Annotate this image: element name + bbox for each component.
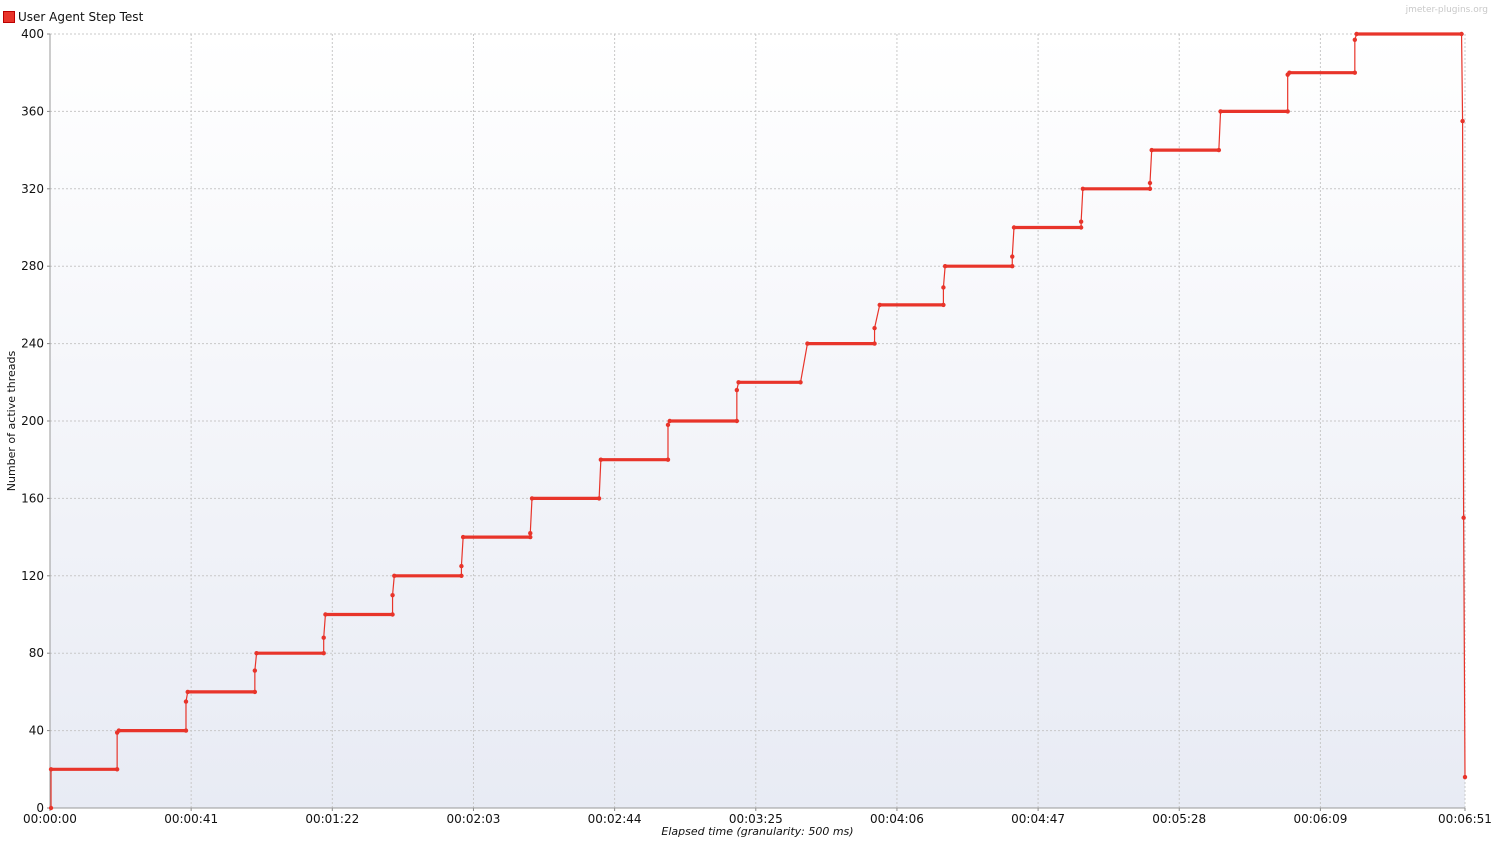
data-point bbox=[460, 534, 466, 540]
data-point bbox=[323, 612, 328, 617]
y-tick-label: 120 bbox=[21, 569, 44, 583]
data-point bbox=[1010, 264, 1015, 269]
x-tick-label: 00:04:06 bbox=[870, 812, 924, 826]
data-point bbox=[1459, 31, 1464, 37]
data-point bbox=[872, 325, 877, 331]
data-point bbox=[1354, 31, 1359, 37]
y-tick-label: 360 bbox=[21, 104, 44, 118]
x-tick-label: 00:00:41 bbox=[164, 812, 218, 826]
data-point bbox=[1078, 219, 1084, 224]
data-point bbox=[1460, 118, 1465, 124]
data-point bbox=[872, 341, 877, 346]
data-point bbox=[1011, 225, 1017, 230]
data-point bbox=[941, 302, 946, 308]
data-point bbox=[48, 805, 54, 811]
data-point bbox=[116, 728, 122, 733]
legend: User Agent Step Test bbox=[3, 10, 143, 24]
data-point bbox=[459, 563, 464, 569]
data-point bbox=[528, 531, 533, 536]
data-point bbox=[1352, 37, 1358, 43]
x-tick-label: 00:01:22 bbox=[305, 812, 359, 826]
data-point bbox=[665, 457, 671, 462]
data-point bbox=[459, 573, 464, 578]
plot-background bbox=[50, 34, 1465, 808]
legend-label: User Agent Step Test bbox=[18, 10, 144, 24]
data-point bbox=[877, 302, 882, 308]
data-point bbox=[254, 651, 259, 656]
data-point bbox=[667, 418, 672, 424]
y-axis-title: Number of active threads bbox=[5, 350, 18, 491]
y-tick-label: 200 bbox=[21, 414, 44, 428]
x-tick-label: 00:03:25 bbox=[729, 812, 783, 826]
data-point bbox=[941, 285, 946, 290]
data-point bbox=[665, 422, 671, 428]
data-point bbox=[1287, 70, 1292, 75]
data-point bbox=[1149, 147, 1154, 153]
data-point bbox=[252, 689, 258, 695]
data-point bbox=[528, 534, 533, 540]
y-tick-label: 80 bbox=[29, 646, 44, 660]
data-point bbox=[596, 496, 602, 501]
data-point bbox=[736, 380, 741, 385]
data-point bbox=[390, 592, 395, 598]
x-axis-title: Elapsed time (granularity: 500 ms) bbox=[661, 825, 853, 838]
data-point bbox=[942, 264, 948, 269]
data-point bbox=[598, 457, 604, 462]
data-point bbox=[48, 767, 54, 772]
x-tick-label: 00:02:44 bbox=[588, 812, 642, 826]
data-point bbox=[1285, 109, 1290, 114]
y-tick-label: 240 bbox=[21, 337, 44, 351]
x-tick-label: 00:04:47 bbox=[1011, 812, 1065, 826]
y-tick-label: 400 bbox=[21, 27, 44, 41]
data-point bbox=[1462, 774, 1468, 780]
y-tick-label: 280 bbox=[21, 259, 44, 273]
data-point bbox=[798, 380, 803, 385]
data-point bbox=[321, 635, 326, 640]
data-point bbox=[321, 651, 326, 656]
data-point bbox=[1078, 225, 1084, 230]
data-point bbox=[1216, 147, 1222, 153]
axes: 0 40 80 120 160 200 240 280 320 360 400 00:00:00 00:… bbox=[21, 27, 1492, 826]
y-tick-label: 160 bbox=[21, 491, 44, 505]
data-point bbox=[1461, 515, 1466, 520]
data-point bbox=[185, 689, 190, 695]
data-point bbox=[183, 728, 189, 733]
data-point bbox=[390, 612, 395, 617]
data-point bbox=[252, 668, 258, 673]
data-point bbox=[392, 573, 397, 578]
data-point bbox=[1147, 186, 1153, 191]
x-tick-label: 00:06:51 bbox=[1438, 812, 1492, 826]
watermark: jmeter-plugins.org bbox=[1405, 5, 1488, 15]
legend-swatch bbox=[3, 11, 15, 23]
data-point bbox=[1218, 109, 1223, 114]
data-point bbox=[734, 418, 740, 424]
y-tick-label: 0 bbox=[36, 801, 44, 815]
data-point bbox=[183, 699, 189, 704]
x-tick-label: 00:00:00 bbox=[23, 812, 77, 826]
x-tick-label: 00:02:03 bbox=[447, 812, 501, 826]
y-tick-label: 320 bbox=[21, 182, 44, 196]
x-tick-label: 00:05:28 bbox=[1152, 812, 1206, 826]
data-point bbox=[1147, 180, 1153, 186]
data-point bbox=[1080, 186, 1086, 191]
y-tick-label: 40 bbox=[29, 724, 44, 738]
data-point bbox=[114, 767, 120, 772]
data-point bbox=[1010, 254, 1015, 259]
x-tick-label: 00:06:09 bbox=[1293, 812, 1347, 826]
data-point bbox=[1352, 70, 1358, 75]
data-point bbox=[805, 341, 810, 346]
data-point bbox=[734, 387, 740, 393]
series-layer bbox=[48, 31, 1468, 811]
data-point bbox=[529, 496, 535, 501]
